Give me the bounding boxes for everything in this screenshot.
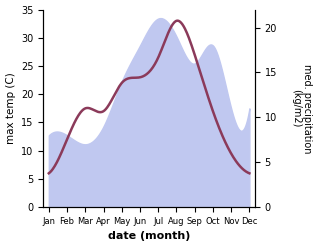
X-axis label: date (month): date (month) [108,231,190,242]
Y-axis label: max temp (C): max temp (C) [5,72,16,144]
Y-axis label: med. precipitation
(kg/m2): med. precipitation (kg/m2) [291,64,313,153]
